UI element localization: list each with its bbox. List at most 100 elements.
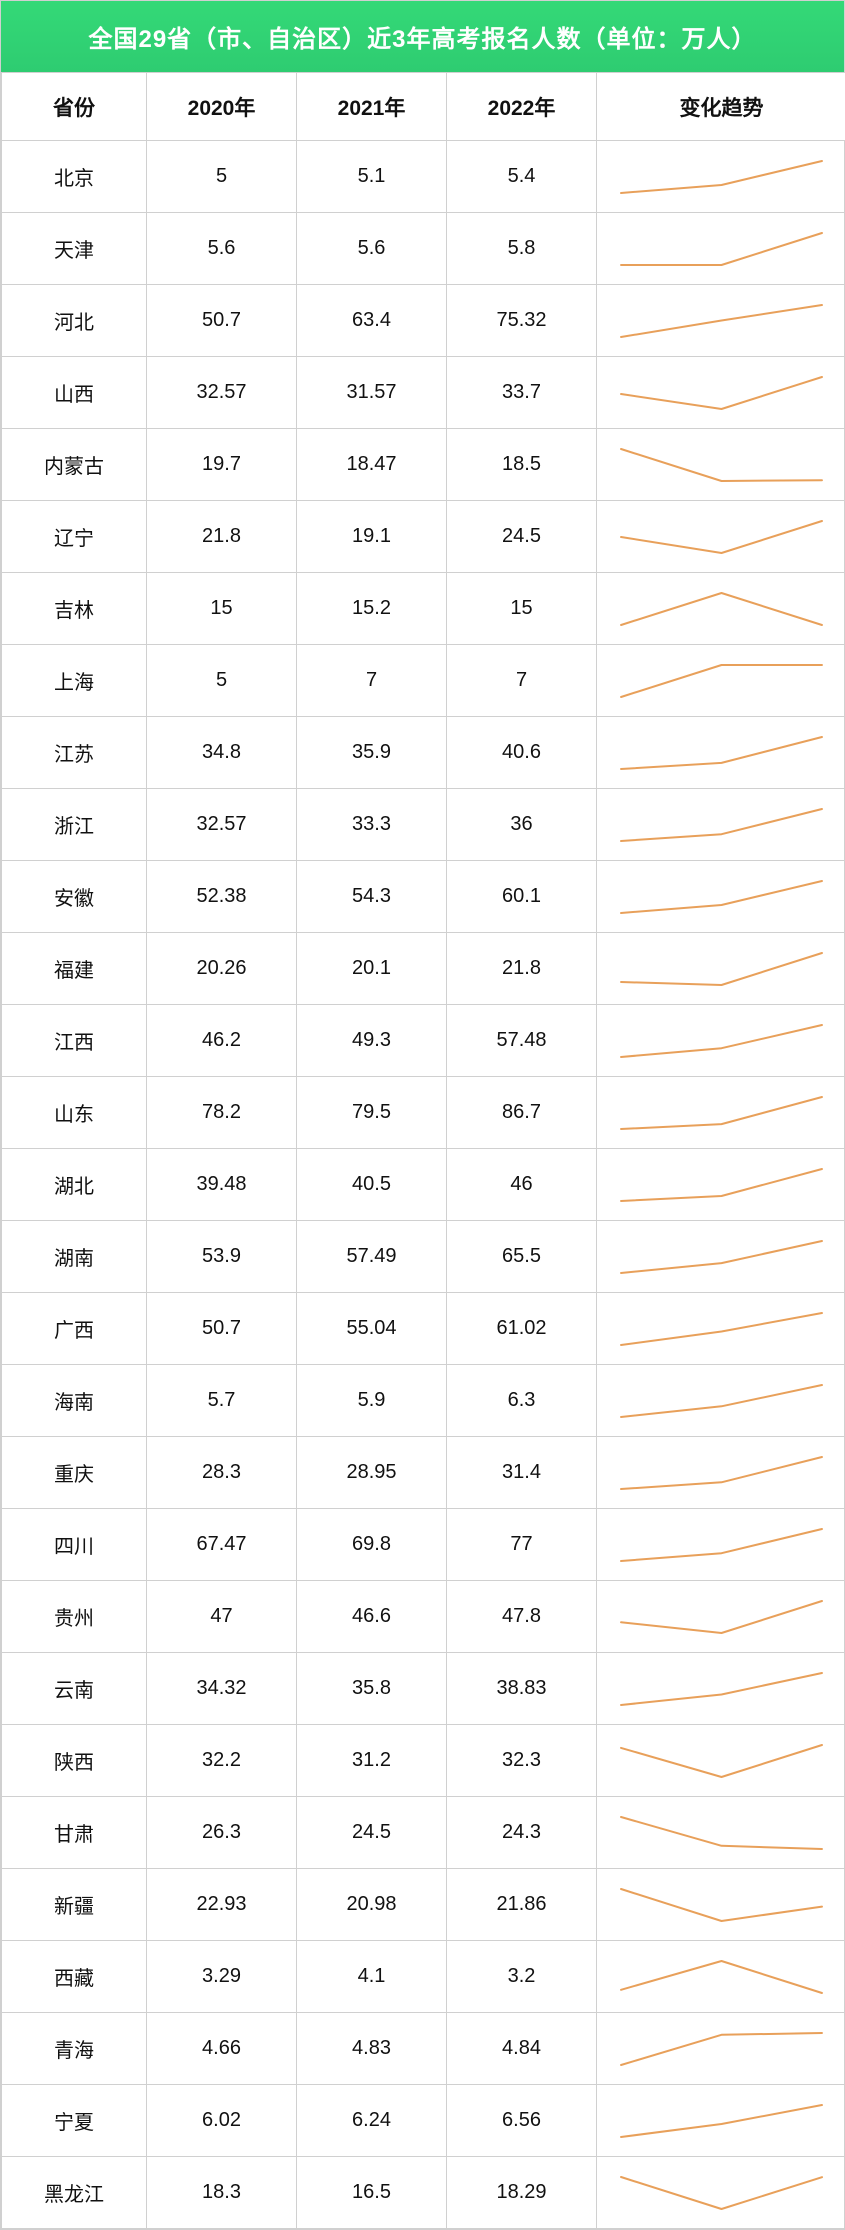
cell-2020: 46.2 [147, 1005, 297, 1077]
table-row: 吉林1515.215 [2, 573, 845, 645]
cell-2022: 18.5 [447, 429, 597, 501]
cell-2020: 39.48 [147, 1149, 297, 1221]
cell-trend-sparkline [597, 1077, 845, 1149]
cell-trend-sparkline [597, 573, 845, 645]
cell-2021: 28.95 [297, 1437, 447, 1509]
table-row: 辽宁21.819.124.5 [2, 501, 845, 573]
cell-2022: 47.8 [447, 1581, 597, 1653]
cell-2020: 22.93 [147, 1869, 297, 1941]
cell-2022: 21.86 [447, 1869, 597, 1941]
cell-2021: 4.83 [297, 2013, 447, 2085]
cell-2020: 6.02 [147, 2085, 297, 2157]
table-row: 天津5.65.65.8 [2, 213, 845, 285]
cell-province: 黑龙江 [2, 2157, 147, 2229]
cell-province: 吉林 [2, 573, 147, 645]
cell-2021: 79.5 [297, 1077, 447, 1149]
sparkline-icon [611, 2099, 832, 2143]
cell-2021: 7 [297, 645, 447, 717]
table-row: 黑龙江18.316.518.29 [2, 2157, 845, 2229]
cell-2021: 19.1 [297, 501, 447, 573]
cell-province: 山东 [2, 1077, 147, 1149]
cell-province: 北京 [2, 141, 147, 213]
table-row: 上海577 [2, 645, 845, 717]
cell-trend-sparkline [597, 1581, 845, 1653]
cell-province: 广西 [2, 1293, 147, 1365]
col-2022: 2022年 [447, 73, 597, 141]
cell-province: 内蒙古 [2, 429, 147, 501]
cell-trend-sparkline [597, 1149, 845, 1221]
cell-trend-sparkline [597, 357, 845, 429]
cell-2021: 16.5 [297, 2157, 447, 2229]
cell-2021: 18.47 [297, 429, 447, 501]
cell-province: 天津 [2, 213, 147, 285]
sparkline-icon [611, 371, 832, 415]
cell-province: 重庆 [2, 1437, 147, 1509]
cell-trend-sparkline [597, 2013, 845, 2085]
cell-province: 贵州 [2, 1581, 147, 1653]
sparkline-icon [611, 1163, 832, 1207]
cell-trend-sparkline [597, 1293, 845, 1365]
sparkline-icon [611, 1091, 832, 1135]
table-row: 浙江32.5733.336 [2, 789, 845, 861]
cell-trend-sparkline [597, 501, 845, 573]
sparkline-icon [611, 947, 832, 991]
cell-2022: 31.4 [447, 1437, 597, 1509]
cell-2022: 15 [447, 573, 597, 645]
sparkline-icon [611, 1235, 832, 1279]
table-row: 陕西32.231.232.3 [2, 1725, 845, 1797]
table-row: 湖南53.957.4965.5 [2, 1221, 845, 1293]
cell-2021: 55.04 [297, 1293, 447, 1365]
cell-2020: 28.3 [147, 1437, 297, 1509]
sparkline-icon [611, 875, 832, 919]
cell-province: 浙江 [2, 789, 147, 861]
cell-2021: 40.5 [297, 1149, 447, 1221]
cell-2022: 4.84 [447, 2013, 597, 2085]
sparkline-icon [611, 1379, 832, 1423]
sparkline-icon [611, 515, 832, 559]
table-row: 福建20.2620.121.8 [2, 933, 845, 1005]
cell-2020: 32.57 [147, 357, 297, 429]
cell-2021: 20.98 [297, 1869, 447, 1941]
cell-trend-sparkline [597, 717, 845, 789]
table-title: 全国29省（市、自治区）近3年高考报名人数（单位：万人） [1, 1, 844, 72]
sparkline-icon [611, 803, 832, 847]
col-2020: 2020年 [147, 73, 297, 141]
cell-2022: 6.56 [447, 2085, 597, 2157]
sparkline-icon [611, 155, 832, 199]
cell-2020: 32.2 [147, 1725, 297, 1797]
cell-province: 宁夏 [2, 2085, 147, 2157]
cell-2022: 18.29 [447, 2157, 597, 2229]
cell-2020: 26.3 [147, 1797, 297, 1869]
cell-2022: 33.7 [447, 357, 597, 429]
cell-trend-sparkline [597, 1509, 845, 1581]
header-row: 省份 2020年 2021年 2022年 变化趋势 [2, 73, 845, 141]
sparkline-icon [611, 1667, 832, 1711]
cell-2022: 5.8 [447, 213, 597, 285]
table-row: 新疆22.9320.9821.86 [2, 1869, 845, 1941]
cell-2022: 57.48 [447, 1005, 597, 1077]
sparkline-icon [611, 1595, 832, 1639]
table-row: 西藏3.294.13.2 [2, 1941, 845, 2013]
sparkline-icon [611, 443, 832, 487]
cell-trend-sparkline [597, 1869, 845, 1941]
col-province: 省份 [2, 73, 147, 141]
cell-2020: 34.32 [147, 1653, 297, 1725]
cell-province: 新疆 [2, 1869, 147, 1941]
sparkline-icon [611, 587, 832, 631]
sparkline-icon [611, 1811, 832, 1855]
cell-2020: 20.26 [147, 933, 297, 1005]
cell-2020: 78.2 [147, 1077, 297, 1149]
cell-province: 西藏 [2, 1941, 147, 2013]
cell-trend-sparkline [597, 1221, 845, 1293]
cell-2021: 49.3 [297, 1005, 447, 1077]
cell-2022: 40.6 [447, 717, 597, 789]
cell-2020: 32.57 [147, 789, 297, 861]
cell-2022: 6.3 [447, 1365, 597, 1437]
table-row: 甘肃26.324.524.3 [2, 1797, 845, 1869]
cell-2022: 36 [447, 789, 597, 861]
cell-2020: 19.7 [147, 429, 297, 501]
cell-2021: 57.49 [297, 1221, 447, 1293]
cell-2022: 61.02 [447, 1293, 597, 1365]
cell-2020: 50.7 [147, 285, 297, 357]
cell-2021: 4.1 [297, 1941, 447, 2013]
